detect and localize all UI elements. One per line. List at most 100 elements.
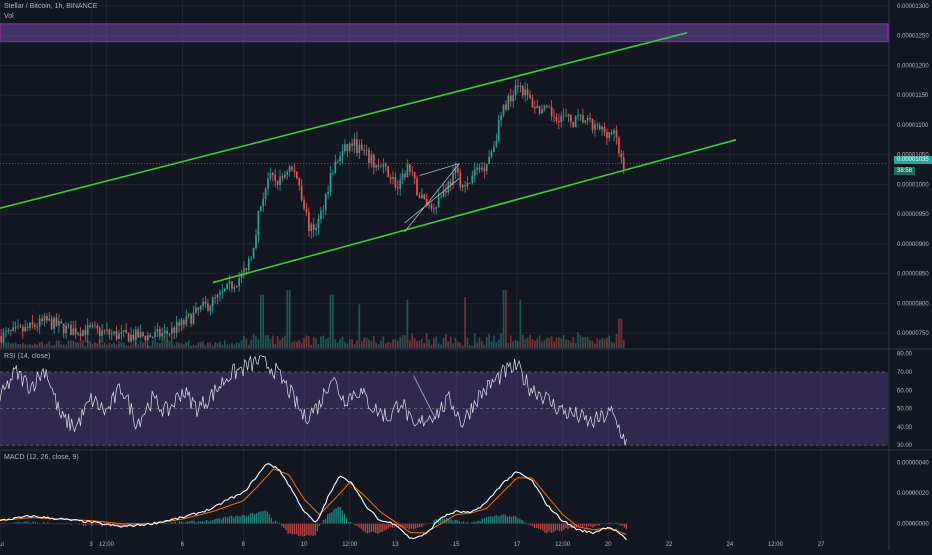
volume-bar bbox=[524, 338, 527, 348]
candle-body bbox=[89, 325, 91, 327]
macd-histogram-bar bbox=[285, 523, 287, 531]
candle-body bbox=[433, 208, 435, 210]
volume-bar bbox=[91, 343, 94, 348]
candle-body bbox=[79, 333, 82, 337]
candle-body bbox=[396, 187, 399, 189]
macd-histogram-bar bbox=[26, 521, 28, 524]
macd-histogram-bar bbox=[421, 523, 423, 527]
volume-bar bbox=[320, 336, 322, 348]
macd-histogram-bar bbox=[579, 523, 582, 526]
volume-bar bbox=[305, 335, 308, 348]
macd-histogram-bar bbox=[623, 523, 625, 528]
macd-histogram-bar bbox=[533, 523, 536, 529]
candle-body bbox=[401, 173, 404, 180]
volume-bar bbox=[365, 337, 368, 348]
macd-histogram-bar bbox=[517, 518, 519, 524]
volume-bar bbox=[5, 342, 7, 348]
volume-bar bbox=[55, 340, 58, 348]
macd-histogram-bar bbox=[185, 521, 187, 524]
volume-bar bbox=[89, 341, 91, 348]
macd-histogram-bar bbox=[189, 521, 191, 524]
macd-histogram-bar bbox=[291, 523, 293, 535]
macd-histogram-bar bbox=[519, 518, 521, 524]
macd-histogram-bar bbox=[525, 522, 527, 524]
volume-bar bbox=[26, 344, 29, 348]
volume-bar bbox=[276, 336, 279, 348]
macd-histogram-bar bbox=[287, 523, 289, 534]
macd-histogram-bar bbox=[199, 521, 202, 524]
candle-body bbox=[601, 126, 603, 130]
macd-histogram-bar bbox=[297, 523, 300, 536]
volume-bar bbox=[245, 338, 248, 348]
macd-histogram-bar bbox=[17, 521, 20, 524]
macd-histogram-bar bbox=[76, 523, 78, 525]
macd-histogram-bar bbox=[74, 523, 76, 525]
macd-histogram-bar bbox=[556, 523, 559, 530]
candle-body bbox=[620, 153, 623, 158]
macd-histogram-bar bbox=[218, 518, 220, 524]
volume-bar bbox=[351, 339, 353, 348]
volume-bar bbox=[558, 337, 560, 348]
macd-histogram-bar bbox=[32, 521, 35, 524]
candle-body bbox=[440, 196, 442, 198]
candle-body bbox=[368, 149, 370, 164]
volume-bar bbox=[250, 339, 253, 348]
volume-bar bbox=[190, 345, 192, 348]
macd-histogram-bar bbox=[88, 523, 91, 525]
volume-bar bbox=[538, 335, 541, 348]
macd-histogram-bar bbox=[577, 523, 580, 527]
volume-bar bbox=[96, 343, 99, 348]
candle-body bbox=[146, 335, 149, 341]
candle-body bbox=[413, 172, 416, 179]
candle-body bbox=[324, 194, 327, 211]
candle-body bbox=[214, 297, 216, 299]
volume-bar bbox=[502, 290, 505, 348]
macd-histogram-bar bbox=[216, 518, 218, 524]
candle-body bbox=[334, 161, 337, 174]
candle-body bbox=[584, 120, 587, 123]
candle-body bbox=[488, 156, 490, 165]
volume-bar bbox=[183, 344, 185, 348]
macd-histogram-bar bbox=[596, 523, 598, 526]
volume-bar bbox=[19, 344, 22, 348]
candle-body bbox=[507, 95, 510, 110]
macd-histogram-bar bbox=[36, 522, 39, 524]
last-price-tag: 0.00001035 bbox=[894, 156, 932, 164]
candle-body bbox=[154, 331, 156, 338]
volume-bar bbox=[267, 335, 269, 348]
macd-histogram-bar bbox=[448, 519, 450, 524]
candle-body bbox=[46, 315, 48, 321]
candle-body bbox=[509, 95, 512, 102]
volume-bar bbox=[435, 336, 438, 348]
macd-histogram-bar bbox=[310, 523, 312, 536]
macd-histogram-bar bbox=[9, 523, 12, 525]
macd-histogram-bar bbox=[594, 523, 596, 527]
macd-histogram-bar bbox=[237, 515, 239, 524]
volume-bar bbox=[399, 336, 402, 348]
volume-bar bbox=[500, 333, 502, 348]
macd-histogram-bar bbox=[617, 523, 619, 525]
volume-bar bbox=[70, 340, 72, 348]
volume-bar bbox=[324, 339, 327, 348]
volume-bar bbox=[404, 335, 406, 348]
macd-histogram-bar bbox=[68, 523, 70, 525]
macd-histogram-bar bbox=[120, 523, 122, 528]
macd-histogram-bar bbox=[272, 521, 275, 524]
rsi-title: RSI (14, close) bbox=[4, 353, 51, 360]
macd-histogram-bar bbox=[408, 523, 410, 530]
candle-body bbox=[144, 335, 147, 341]
candle-body bbox=[358, 144, 361, 153]
volume-bar bbox=[579, 334, 582, 348]
macd-histogram-bar bbox=[139, 523, 141, 526]
candle-body bbox=[303, 199, 305, 209]
candle-body bbox=[187, 314, 190, 316]
volume-bar bbox=[622, 339, 625, 348]
volume-bar bbox=[60, 344, 63, 348]
candle-body bbox=[171, 327, 173, 334]
macd-histogram-bar bbox=[343, 513, 346, 524]
candle-body bbox=[288, 166, 291, 172]
volume-bar bbox=[288, 290, 291, 348]
price-tick-label: 0.00000950 bbox=[897, 212, 929, 218]
